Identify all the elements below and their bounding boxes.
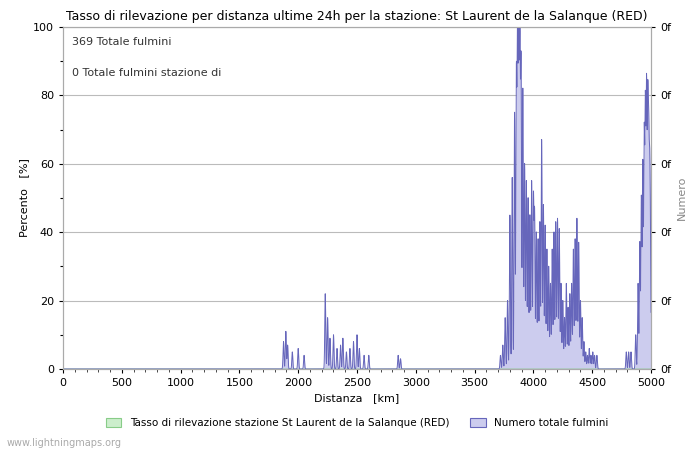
Text: www.lightningmaps.org: www.lightningmaps.org — [7, 438, 122, 448]
Title: Tasso di rilevazione per distanza ultime 24h per la stazione: St Laurent de la S: Tasso di rilevazione per distanza ultime… — [66, 10, 648, 23]
Y-axis label: Numero: Numero — [677, 176, 687, 220]
Text: 0 Totale fulmini stazione di: 0 Totale fulmini stazione di — [72, 68, 221, 78]
Legend: Tasso di rilevazione stazione St Laurent de la Salanque (RED), Numero totale ful: Tasso di rilevazione stazione St Laurent… — [102, 414, 612, 432]
X-axis label: Distanza   [km]: Distanza [km] — [314, 394, 400, 404]
Text: 369 Totale fulmini: 369 Totale fulmini — [72, 37, 172, 47]
Y-axis label: Percento   [%]: Percento [%] — [19, 158, 29, 238]
